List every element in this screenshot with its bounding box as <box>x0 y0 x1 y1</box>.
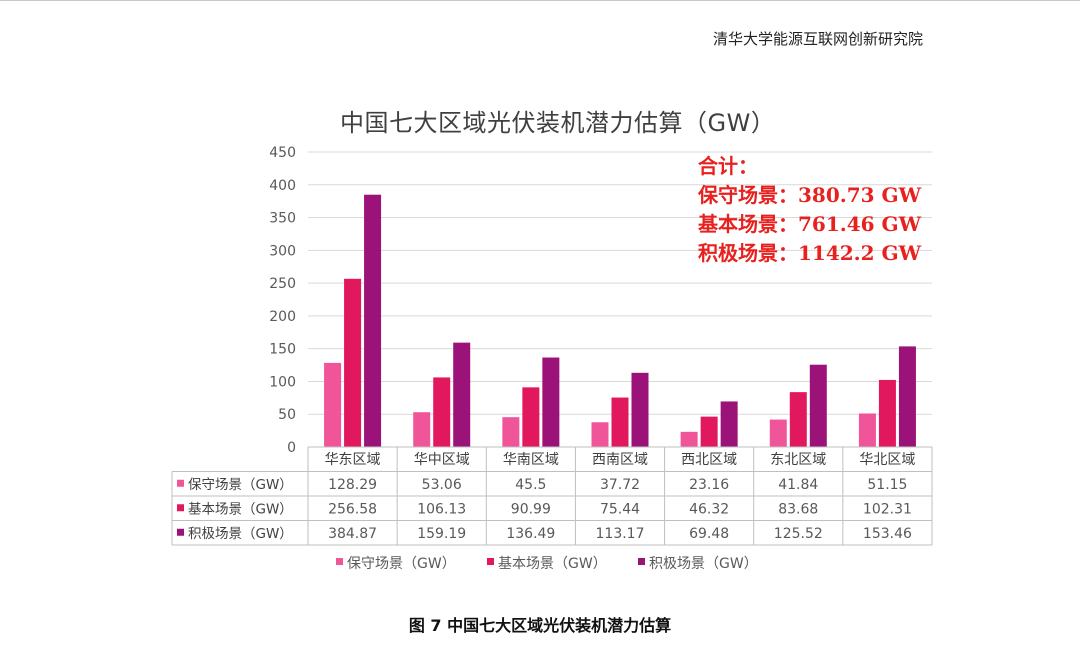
x-tick-label: 华中区域 <box>414 452 470 468</box>
data-label: 41.84 <box>778 477 818 493</box>
bar <box>453 342 471 447</box>
bar <box>522 387 540 447</box>
data-label: 75.44 <box>600 501 640 517</box>
table-series-key <box>177 479 184 487</box>
data-label: 125.52 <box>774 526 823 542</box>
legend-label: 保守场景（GW） <box>347 556 456 572</box>
bar <box>324 362 342 447</box>
table-series-name: 积极场景（GW） <box>188 526 293 542</box>
y-tick-label: 50 <box>278 407 296 423</box>
bar <box>858 413 876 447</box>
bar <box>898 346 916 447</box>
table-series-name: 保守场景（GW） <box>188 477 293 493</box>
bar <box>680 431 698 447</box>
header-org: 清华大学能源互联网创新研究院 <box>712 30 923 48</box>
bar <box>878 379 896 447</box>
bar <box>809 364 827 447</box>
y-tick-label: 450 <box>269 145 296 161</box>
x-tick-label: 华北区域 <box>859 452 915 468</box>
data-label: 384.87 <box>328 526 377 542</box>
y-tick-label: 300 <box>269 243 296 259</box>
bar <box>542 357 560 447</box>
y-tick-label: 250 <box>269 276 296 292</box>
y-tick-label: 350 <box>269 211 296 227</box>
data-label: 153.46 <box>863 526 912 542</box>
data-label: 83.68 <box>778 501 818 517</box>
x-tick-label: 西北区域 <box>681 452 737 468</box>
bar <box>591 422 609 447</box>
legend-key <box>336 558 343 565</box>
bar <box>611 397 629 447</box>
y-tick-label: 100 <box>269 374 296 390</box>
top-rule <box>0 0 1080 1</box>
x-tick-label: 华东区域 <box>325 452 381 468</box>
data-label: 256.58 <box>328 501 377 517</box>
table-series-key <box>177 504 184 512</box>
data-label: 37.72 <box>600 477 640 493</box>
totals-annotation: 合计： 保守场景：380.73 GW 基本场景：761.46 GW 积极场景：1… <box>698 152 921 268</box>
legend-key <box>487 558 494 565</box>
bar <box>700 416 718 447</box>
data-label: 106.13 <box>417 501 466 517</box>
data-label: 136.49 <box>506 526 555 542</box>
data-label: 53.06 <box>422 477 462 493</box>
y-tick-label: 400 <box>269 178 296 194</box>
x-tick-label: 华南区域 <box>503 452 559 468</box>
legend-label: 基本场景（GW） <box>498 555 607 572</box>
table-series-key <box>177 528 184 536</box>
figure-caption: 图 7 中国七大区域光伏装机潜力估算 <box>408 616 672 635</box>
data-label: 51.15 <box>867 477 907 493</box>
data-label: 45.5 <box>515 477 546 493</box>
y-tick-label: 0 <box>287 440 296 456</box>
legend-key <box>638 558 645 565</box>
y-tick-label: 200 <box>269 309 296 325</box>
legend-label: 积极场景（GW） <box>649 556 758 572</box>
data-label: 90.99 <box>511 501 551 517</box>
data-label: 46.32 <box>689 501 729 517</box>
y-tick-label: 150 <box>269 342 296 358</box>
table-series-name: 基本场景（GW） <box>188 500 293 517</box>
bar <box>769 419 787 447</box>
data-label: 102.31 <box>863 501 912 517</box>
bar <box>344 278 362 447</box>
data-label: 113.17 <box>596 526 645 542</box>
chart-title: 中国七大区域光伏装机潜力估算（GW） <box>340 109 776 137</box>
bar <box>433 377 451 447</box>
bar <box>364 194 382 447</box>
bar <box>413 412 431 447</box>
bar <box>789 392 807 447</box>
x-tick-label: 东北区域 <box>770 452 826 468</box>
data-label: 128.29 <box>328 477 377 493</box>
data-label: 69.48 <box>689 526 729 542</box>
data-label: 159.19 <box>417 526 466 542</box>
totals-basic: 基本场景：761.46 GW <box>698 212 922 236</box>
bar <box>502 417 520 447</box>
totals-title: 合计： <box>698 154 758 178</box>
bar <box>631 372 649 447</box>
totals-aggressive: 积极场景：1142.2 GW <box>698 241 922 265</box>
x-tick-label: 西南区域 <box>592 452 648 468</box>
data-label: 23.16 <box>689 477 729 493</box>
totals-conservative: 保守场景：380.73 GW <box>698 183 922 207</box>
bar <box>720 401 738 447</box>
